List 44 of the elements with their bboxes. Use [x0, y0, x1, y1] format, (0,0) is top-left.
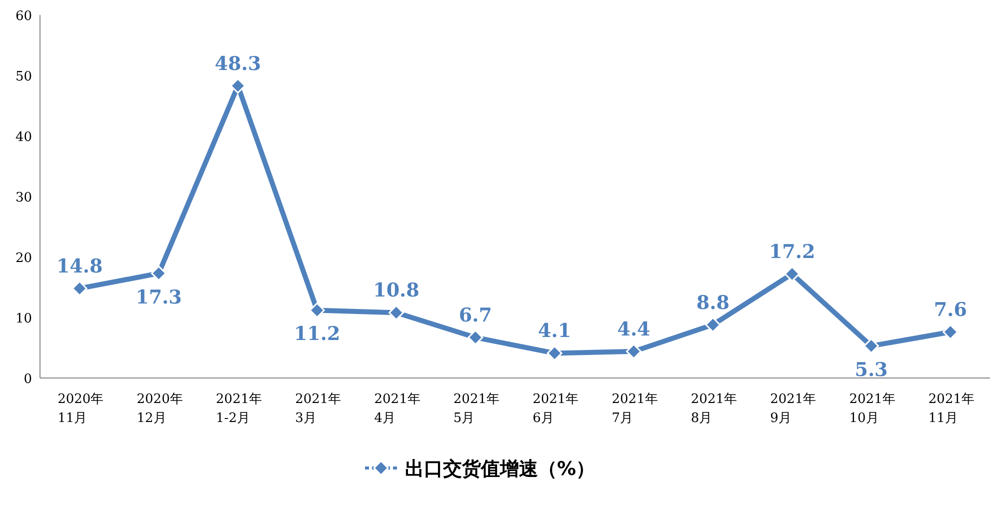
point — [72, 280, 88, 296]
data-label: 48.3 — [214, 52, 262, 75]
x-tick-label: 2021年 7月 — [612, 392, 658, 426]
data-label: 7.6 — [934, 299, 967, 322]
legend-label: 出口交货值增速（%） — [405, 458, 596, 480]
x-tick-label: 2021年 4月 — [374, 392, 420, 426]
point — [546, 345, 562, 361]
y-tick-label: 30 — [15, 190, 32, 206]
x-tick-label: 2020年 12月 — [136, 392, 183, 426]
data-label: 8.8 — [696, 292, 730, 314]
y-tick-label: 50 — [15, 70, 32, 84]
x-tick-label: 2021年 9月 — [770, 392, 816, 426]
y-tick-label: 40 — [15, 130, 32, 145]
data-label: 4.4 — [617, 318, 650, 340]
point — [784, 266, 800, 282]
point — [942, 324, 958, 340]
x-tick-label: 2021年 6月 — [532, 392, 579, 426]
data-label: 4.1 — [538, 320, 572, 342]
y-tick-label: 60 — [15, 9, 32, 24]
point — [626, 344, 642, 360]
y-tick-label: 20 — [15, 251, 32, 266]
y-tick-label: 10 — [15, 312, 32, 326]
data-label: 6.7 — [458, 304, 492, 326]
data-label: 14.8 — [56, 255, 103, 278]
y-tick-label: 0 — [24, 372, 32, 387]
data-label: 17.2 — [768, 240, 816, 263]
data-label: 10.8 — [373, 280, 420, 302]
point — [468, 330, 484, 346]
data-label: 17.3 — [136, 286, 182, 308]
data-label: 11.2 — [294, 323, 340, 346]
x-tick-label: 2021年 3月 — [295, 392, 342, 426]
point — [230, 78, 246, 94]
x-tick-label: 2021年 1-2月 — [216, 392, 262, 426]
point — [705, 317, 721, 333]
x-tick-label: 2021年 5月 — [453, 392, 500, 426]
point — [388, 304, 404, 320]
point — [309, 302, 325, 318]
x-tick-label: 2020年 11月 — [58, 392, 104, 426]
point — [864, 338, 879, 354]
point — [151, 266, 166, 282]
x-tick-label: 2021年 8月 — [690, 392, 738, 426]
data-label: 5.3 — [854, 358, 888, 381]
x-tick-label: 2021年 10月 — [849, 392, 896, 426]
x-tick-label: 2021年 11月 — [928, 392, 975, 426]
